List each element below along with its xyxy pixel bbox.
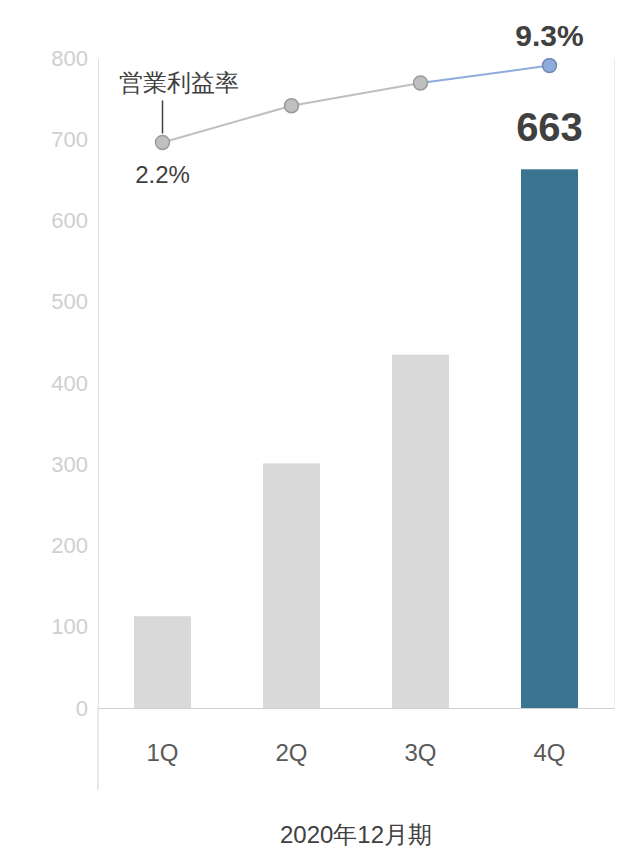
- labels: 663 2.2% 9.3% 営業利益率: [119, 19, 584, 188]
- x-tick-label: 4Q: [533, 739, 565, 766]
- y-tick: 500: [51, 289, 98, 314]
- line-label: 9.3%: [515, 19, 583, 52]
- y-axis: 0 100 200 300 400 500 600 700 800: [51, 46, 98, 721]
- x-axis-title: 2020年12月期: [280, 821, 432, 848]
- y-tick: 0: [76, 696, 98, 721]
- x-tick: 2Q: [275, 708, 307, 766]
- line-segment: [292, 83, 421, 106]
- y-tick-label: 100: [51, 614, 88, 639]
- x-axis-line: [99, 708, 615, 709]
- series-name: 営業利益率: [119, 69, 239, 96]
- line-marker: [156, 136, 170, 150]
- y-tick: 800: [51, 46, 98, 71]
- y-tick-label: 600: [51, 208, 88, 233]
- x-tick: 1Q: [146, 708, 178, 766]
- bar: [263, 463, 320, 708]
- line-marker: [285, 99, 299, 113]
- line-marker: [543, 59, 557, 73]
- x-axis: 1Q 2Q 3Q 4Q: [99, 708, 615, 766]
- bar-label: 663: [516, 105, 583, 149]
- leader-line: [162, 101, 164, 134]
- y-tick: 600: [51, 208, 98, 233]
- y-tick-label: 200: [51, 533, 88, 558]
- y-tick: 700: [51, 127, 98, 152]
- frame-line: [98, 708, 99, 790]
- chart: 0 100 200 300 400 500 600 700 800 1Q 2Q 3Q 4Q 2020年12…: [0, 0, 618, 865]
- x-tick: 3Q: [404, 708, 436, 766]
- y-axis-line: [98, 59, 99, 709]
- bar: [392, 355, 449, 708]
- y-tick-label: 500: [51, 289, 88, 314]
- y-tick: 300: [51, 452, 98, 477]
- y-tick: 200: [51, 533, 98, 558]
- y-tick-label: 300: [51, 452, 88, 477]
- line-marker: [414, 76, 428, 90]
- x-tick: 4Q: [533, 708, 565, 766]
- bars: [134, 169, 578, 708]
- line-segment: [421, 66, 550, 83]
- y2-axis-line: [614, 59, 615, 709]
- x-tick-label: 1Q: [146, 739, 178, 766]
- x-tick-label: 2Q: [275, 739, 307, 766]
- y-tick-label: 800: [51, 46, 88, 71]
- line-segment: [163, 106, 292, 143]
- y-tick: 100: [51, 614, 98, 639]
- plot-area: [134, 59, 578, 708]
- line-label: 2.2%: [135, 161, 190, 188]
- bar: [521, 169, 578, 708]
- bar: [134, 616, 191, 708]
- y2-axis: [614, 59, 615, 709]
- y-tick-label: 400: [51, 371, 88, 396]
- y-tick: 400: [51, 371, 98, 396]
- y-tick-label: 0: [76, 696, 88, 721]
- x-tick-label: 3Q: [404, 739, 436, 766]
- y-tick-label: 700: [51, 127, 88, 152]
